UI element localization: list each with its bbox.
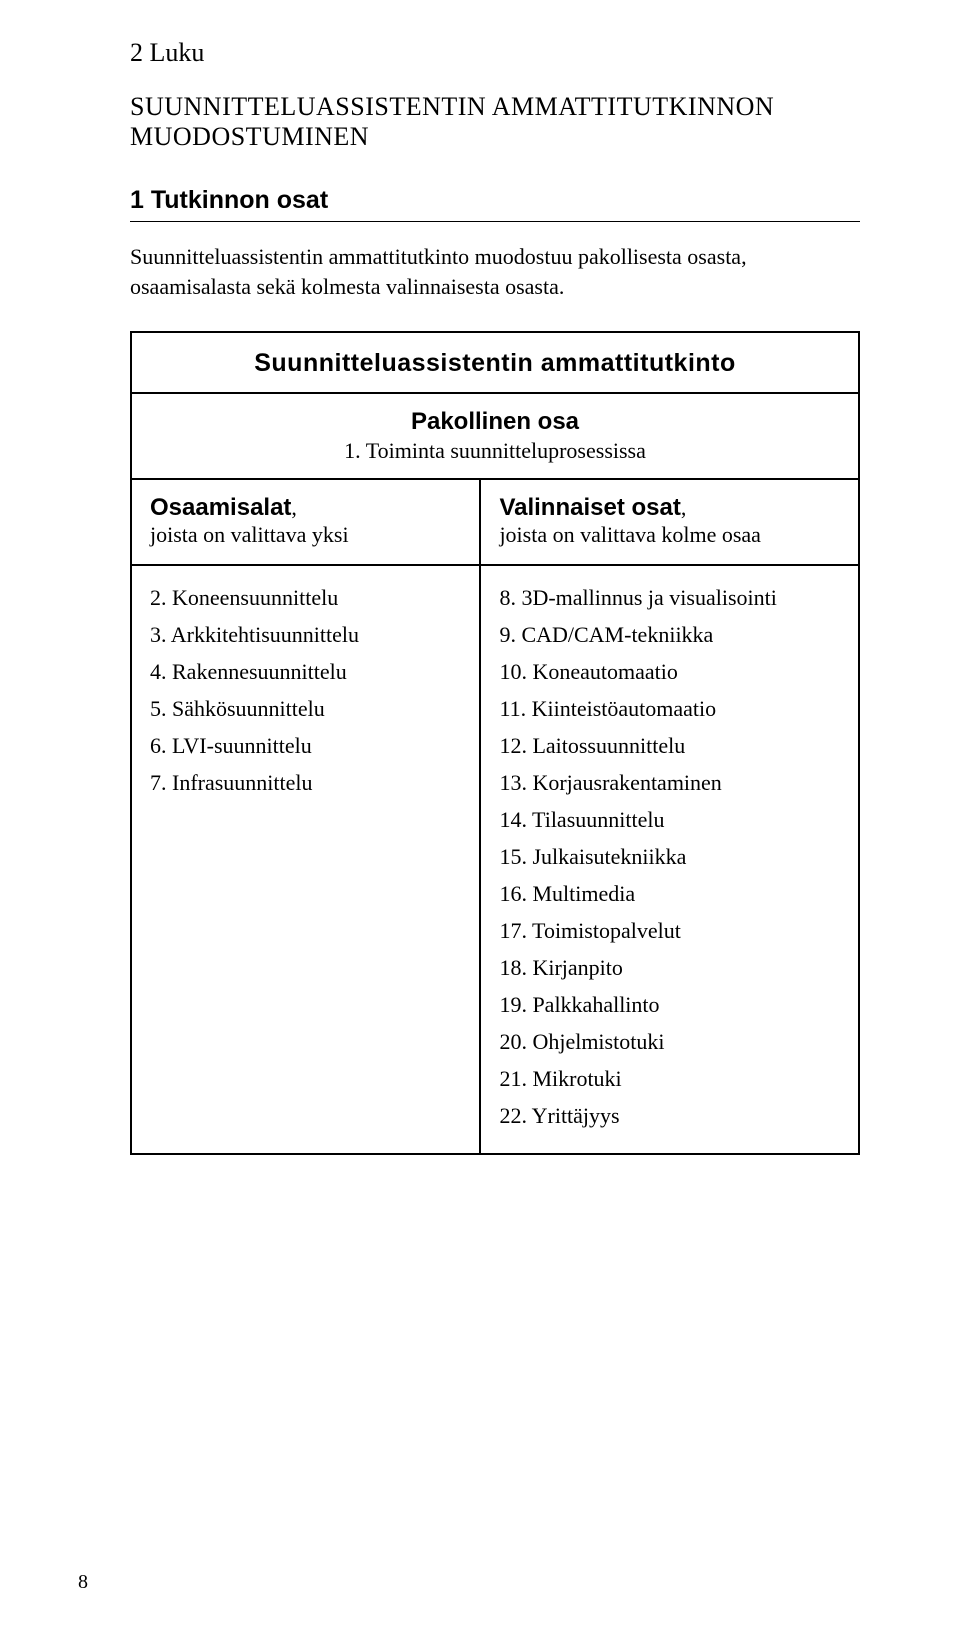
list-item: 9. CAD/CAM-tekniikka xyxy=(499,617,840,654)
right-column-sub: joista on valittava kolme osaa xyxy=(499,522,761,547)
list-item: 22. Yrittäjyys xyxy=(499,1098,840,1135)
left-list-cell: 2. Koneensuunnittelu3. Arkkitehtisuunnit… xyxy=(131,565,480,1153)
list-item: 6. LVI-suunnittelu xyxy=(150,728,461,765)
qualification-table: Suunnitteluassistentin ammattitutkinto P… xyxy=(130,331,860,1154)
list-item: 7. Infrasuunnittelu xyxy=(150,765,461,802)
list-item: 18. Kirjanpito xyxy=(499,950,840,987)
list-item: 10. Koneautomaatio xyxy=(499,654,840,691)
list-item: 20. Ohjelmistotuki xyxy=(499,1024,840,1061)
list-item: 5. Sähkösuunnittelu xyxy=(150,691,461,728)
intro-paragraph: Suunnitteluassistentin ammattitutkinto m… xyxy=(130,242,860,301)
list-item: 3. Arkkitehtisuunnittelu xyxy=(150,617,461,654)
mandatory-section: Pakollinen osa 1. Toiminta suunnittelupr… xyxy=(131,393,859,479)
list-item: 17. Toimistopalvelut xyxy=(499,913,840,950)
left-column-title: Osaamisalat xyxy=(150,494,291,521)
chapter-title: SUUNNITTELUASSISTENTIN AMMATTITUTKINNON … xyxy=(130,92,860,152)
page: 2 Luku SUUNNITTELUASSISTENTIN AMMATTITUT… xyxy=(0,0,960,1636)
chapter-label: 2 Luku xyxy=(130,38,860,68)
right-column-header: Valinnaiset osat, joista on valittava ko… xyxy=(480,479,859,565)
list-item: 14. Tilasuunnittelu xyxy=(499,802,840,839)
mandatory-item: 1. Toiminta suunnitteluprosessissa xyxy=(344,438,646,463)
mandatory-label: Pakollinen osa xyxy=(142,408,848,436)
list-item: 4. Rakennesuunnittelu xyxy=(150,654,461,691)
list-item: 11. Kiinteistöautomaatio xyxy=(499,691,840,728)
page-number: 8 xyxy=(78,1571,88,1594)
left-column-sub: joista on valittava yksi xyxy=(150,522,349,547)
list-item: 16. Multimedia xyxy=(499,876,840,913)
left-column-header: Osaamisalat, joista on valittava yksi xyxy=(131,479,480,565)
list-item: 19. Palkkahallinto xyxy=(499,987,840,1024)
table-header: Suunnitteluassistentin ammattitutkinto xyxy=(131,332,859,393)
list-item: 15. Julkaisutekniikka xyxy=(499,839,840,876)
section-divider xyxy=(130,221,860,222)
right-list-cell: 8. 3D-mallinnus ja visualisointi9. CAD/C… xyxy=(480,565,859,1153)
right-column-title: Valinnaiset osat xyxy=(499,494,680,521)
list-item: 13. Korjausrakentaminen xyxy=(499,765,840,802)
list-item: 8. 3D-mallinnus ja visualisointi xyxy=(499,580,840,617)
list-item: 2. Koneensuunnittelu xyxy=(150,580,461,617)
section-title: 1 Tutkinnon osat xyxy=(130,186,860,215)
list-item: 21. Mikrotuki xyxy=(499,1061,840,1098)
list-item: 12. Laitossuunnittelu xyxy=(499,728,840,765)
